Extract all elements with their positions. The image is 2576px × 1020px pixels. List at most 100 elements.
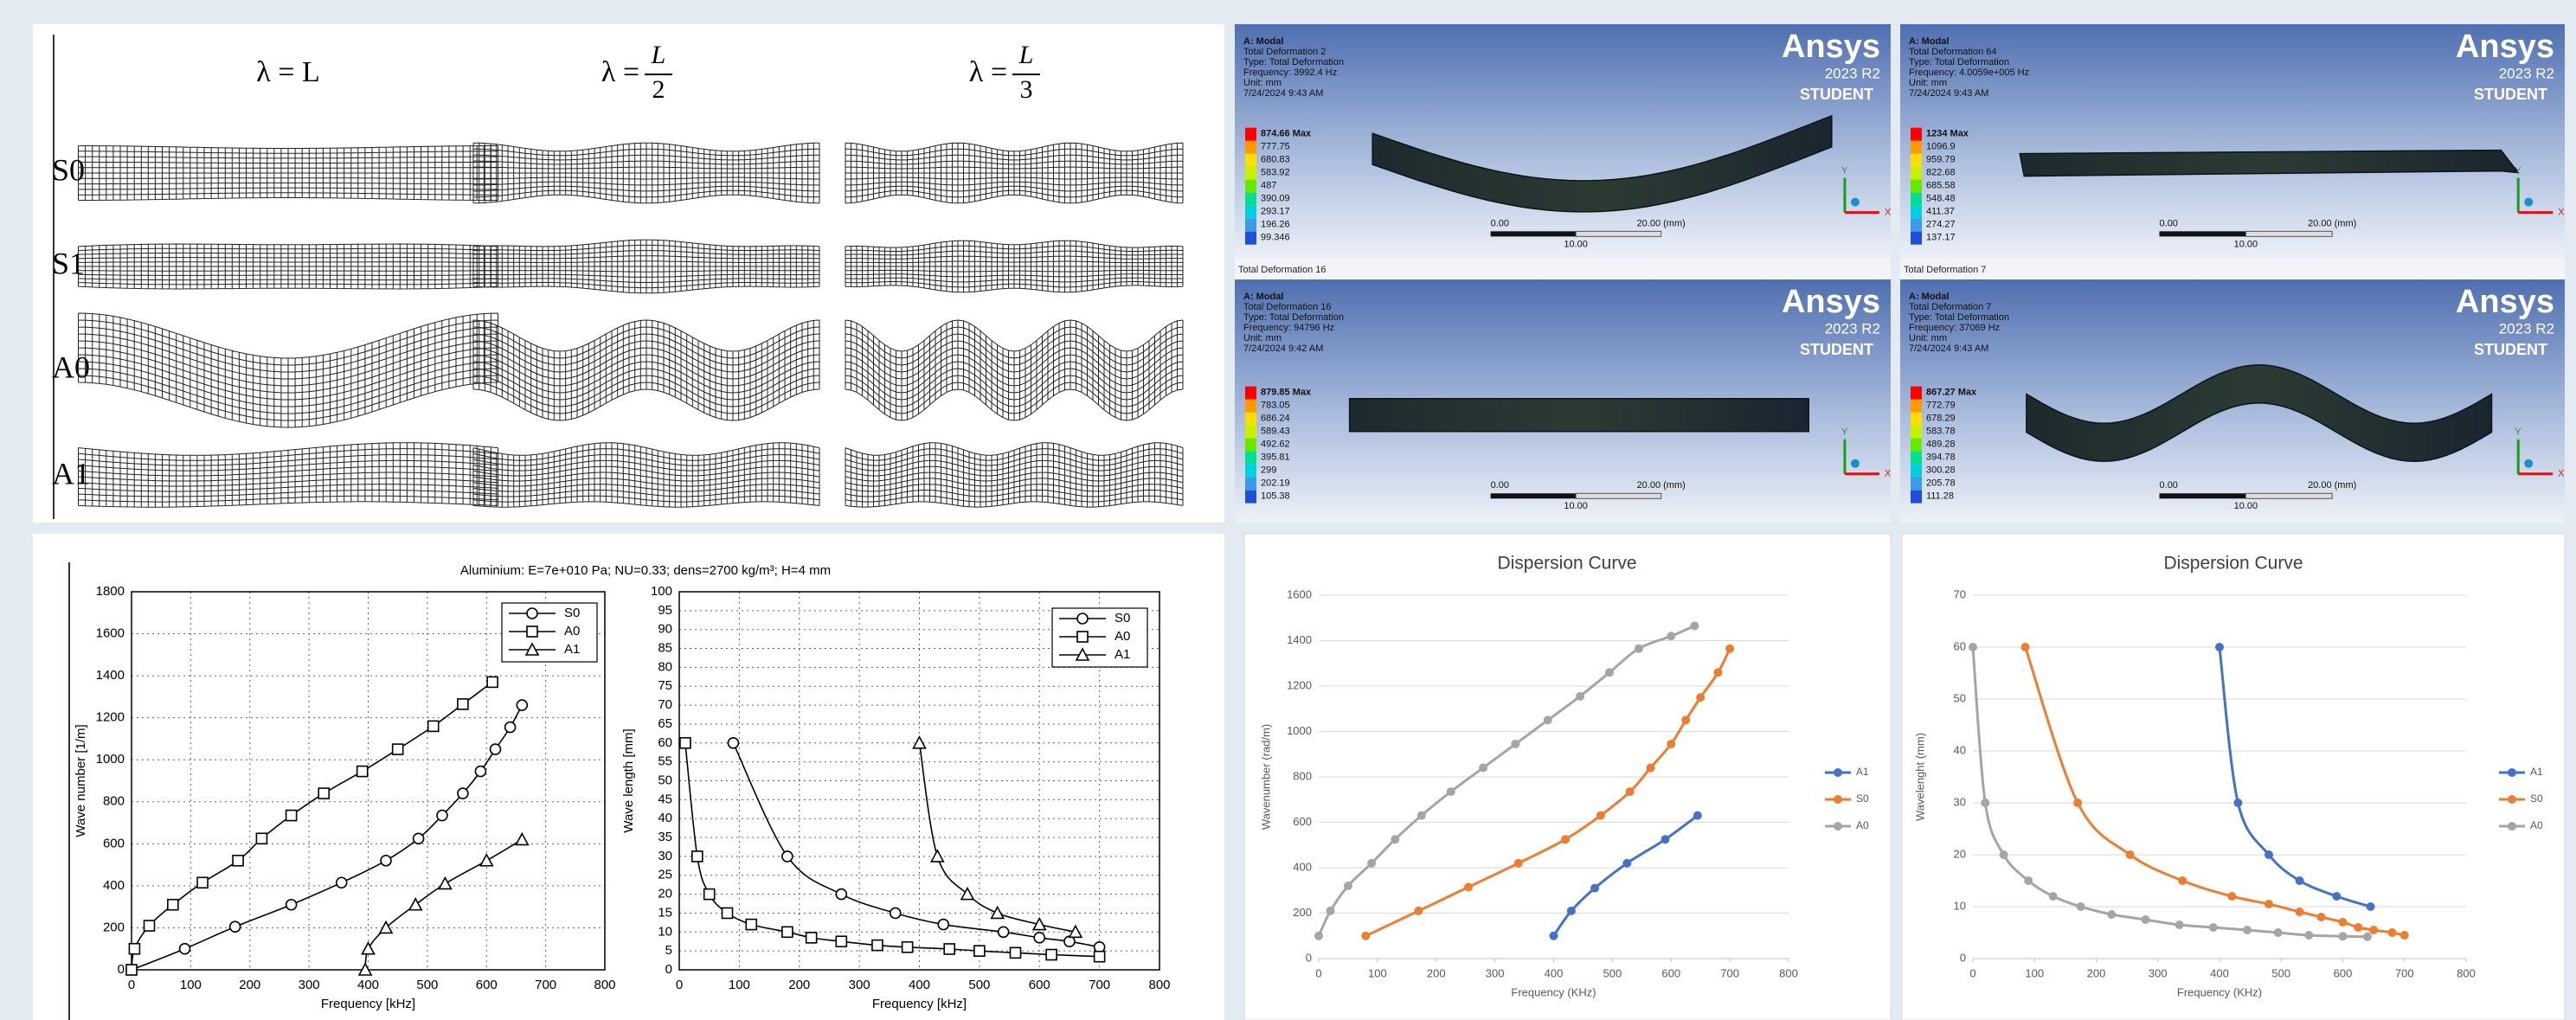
legend-value: 959.79: [1926, 155, 1956, 165]
scale-bar-white: [2245, 492, 2333, 499]
marker: [504, 721, 517, 734]
column-label: λ = L: [256, 56, 319, 88]
legend-swatch: [1911, 412, 1922, 426]
fraction-denominator: 2: [652, 75, 665, 104]
beam: [2019, 149, 2520, 177]
triad-z: [1850, 197, 1860, 207]
ansys-version: 2023 R2: [1825, 320, 1880, 337]
ansys-logo: Ansys: [1782, 29, 1880, 65]
y-tick-label: 0: [1960, 951, 1966, 964]
legend-swatch: [1911, 153, 1922, 167]
marker: [2332, 892, 2342, 901]
column-label: λ =: [601, 56, 639, 88]
legend-box: [1051, 607, 1148, 668]
info-line: Total Deformation 7: [1909, 302, 1991, 312]
info-line: 7/24/2024 9:43 AM: [1909, 343, 1988, 354]
y-tick-label: 70: [658, 697, 672, 712]
y-tick-label: 10: [658, 924, 672, 939]
legend-swatch: [1245, 399, 1256, 413]
legend-value: 105.38: [1261, 491, 1290, 502]
x-tick-label: 600: [476, 978, 498, 992]
marker: [2178, 876, 2187, 885]
marker: [1076, 613, 1089, 625]
legend-value: 205.78: [1926, 478, 1956, 489]
viewport-header: [1900, 260, 2565, 279]
marker: [2076, 902, 2085, 911]
mesh: [78, 442, 498, 508]
marker: [1834, 768, 1842, 777]
marker: [438, 876, 453, 890]
marker: [1549, 931, 1558, 940]
ansys-edition: STUDENT: [2474, 341, 2547, 358]
ansys-viewport: [1900, 24, 2565, 260]
marker: [516, 699, 529, 711]
marker: [489, 743, 502, 755]
x-tick-label: 0: [676, 978, 683, 992]
legend-swatch: [1911, 451, 1922, 465]
marker: [2264, 850, 2273, 859]
marker: [2295, 876, 2304, 885]
x-tick-label: 600: [1029, 978, 1050, 992]
mesh: [472, 142, 820, 204]
marker: [1681, 715, 1691, 725]
marker: [378, 920, 394, 934]
legend-value: 583.92: [1261, 168, 1290, 178]
marker: [2508, 795, 2516, 804]
legend-value: 686.24: [1261, 414, 1290, 424]
y-tick-label: 35: [658, 830, 672, 844]
scale-bar-black: [2159, 231, 2246, 237]
legend-value: 678.29: [1926, 414, 1956, 424]
marker: [805, 932, 818, 944]
legend-value: 300.28: [1926, 465, 1956, 476]
marker: [912, 735, 927, 749]
marker: [2175, 921, 2184, 929]
legend-swatch: [1245, 490, 1256, 504]
viewport-header-text: Total Deformation 16: [1238, 265, 1327, 275]
marker: [835, 935, 848, 948]
legend-swatch: [1911, 127, 1922, 141]
legend-label: A0: [1856, 819, 1869, 831]
marker: [2233, 799, 2243, 807]
row-label: S1: [52, 246, 85, 280]
info-line: Total Deformation 2: [1243, 47, 1326, 57]
legend-label: S0: [1115, 611, 1130, 625]
marker: [1604, 668, 1614, 677]
marker: [1361, 931, 1371, 940]
x-tick-label: 200: [788, 978, 810, 992]
marker: [232, 854, 244, 867]
marker: [1075, 647, 1090, 661]
y-axis-label: Wavenumber (rad/m): [1259, 724, 1272, 830]
ansys-version: 2023 R2: [2499, 320, 2554, 337]
legend-label: S0: [564, 606, 580, 620]
info-line: Frequency: 37069 Hz: [1909, 323, 2000, 333]
x-tick-label: 200: [2087, 966, 2106, 979]
x-tick-label: 400: [357, 978, 379, 992]
legend-value: 196.26: [1261, 220, 1290, 230]
legend-swatch: [1911, 218, 1922, 232]
y-tick-label: 1200: [1287, 678, 1312, 691]
y-tick-label: 40: [1954, 743, 1966, 756]
triad-x-label: X: [2558, 469, 2565, 479]
marker: [1969, 643, 1977, 651]
marker: [871, 939, 883, 952]
info-line: A: Modal: [1909, 292, 1949, 302]
x-tick-label: 100: [2025, 966, 2044, 979]
marker: [1076, 631, 1089, 643]
marker: [128, 942, 141, 955]
x-tick-label: 600: [1661, 966, 1680, 979]
marker: [408, 897, 423, 911]
scale-end: 20.00 (mm): [2308, 480, 2356, 491]
column-label: λ =: [969, 56, 1007, 88]
marker: [2387, 928, 2397, 937]
x-tick-label: 700: [1089, 978, 1110, 992]
legend-value: 394.78: [1926, 452, 1956, 463]
legend-value: 487: [1261, 181, 1276, 191]
marker: [1999, 850, 2008, 859]
fraction-denominator: 3: [1020, 75, 1033, 104]
marker: [1416, 811, 1426, 820]
marker: [1725, 644, 1735, 653]
marker: [2264, 900, 2273, 908]
legend-swatch: [1245, 386, 1256, 400]
legend-value: 111.28: [1926, 491, 1954, 502]
